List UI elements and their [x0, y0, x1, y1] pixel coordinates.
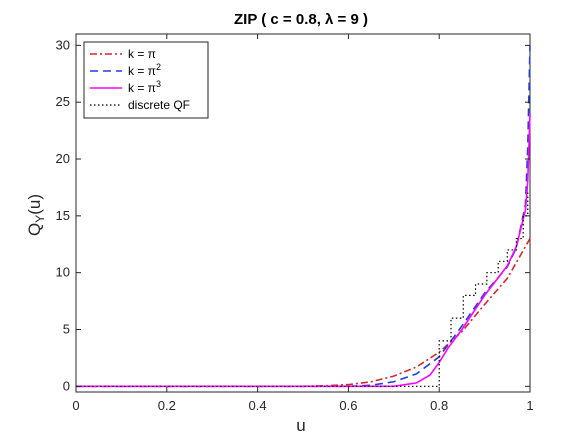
y-tick-label: 20: [56, 151, 70, 166]
x-tick-label: 0: [72, 398, 79, 413]
y-tick-label: 25: [56, 94, 70, 109]
y-axis-label: QY(u): [25, 194, 47, 236]
legend-label-2: k = π3: [128, 79, 161, 95]
y-tick-label: 0: [63, 378, 70, 393]
y-tick-label: 5: [63, 321, 70, 336]
chart-title: ZIP ( c = 0.8, λ = 9 ): [234, 11, 368, 28]
x-tick-label: 0.6: [339, 398, 357, 413]
x-tick-label: 0.4: [249, 398, 267, 413]
x-tick-label: 0.8: [430, 398, 448, 413]
legend-label-1: k = π2: [128, 62, 161, 78]
legend: k = πk = π2k = π3 discrete QF: [83, 41, 209, 119]
x-axis-label: u: [296, 416, 305, 435]
y-axis-label-tail: (u): [25, 194, 44, 215]
series-line-0: [76, 238, 531, 388]
legend-box: [83, 41, 209, 119]
series-line-2: [76, 113, 531, 388]
series-layer: [76, 45, 531, 388]
y-tick-label: 30: [56, 37, 70, 52]
x-tick-label: 0.2: [158, 398, 176, 413]
plot-frame: [75, 33, 531, 393]
y-axis-label-sub: Y: [33, 215, 47, 223]
x-tick-label: 1: [526, 398, 533, 413]
y-tick-label: 15: [56, 208, 70, 223]
series-line-3: [76, 192, 530, 387]
legend-label-0: k = π: [128, 47, 156, 61]
legend-label-3: discrete QF: [128, 98, 190, 112]
y-tick-label: 10: [56, 265, 70, 280]
y-axis-label-main: Q: [25, 223, 44, 236]
